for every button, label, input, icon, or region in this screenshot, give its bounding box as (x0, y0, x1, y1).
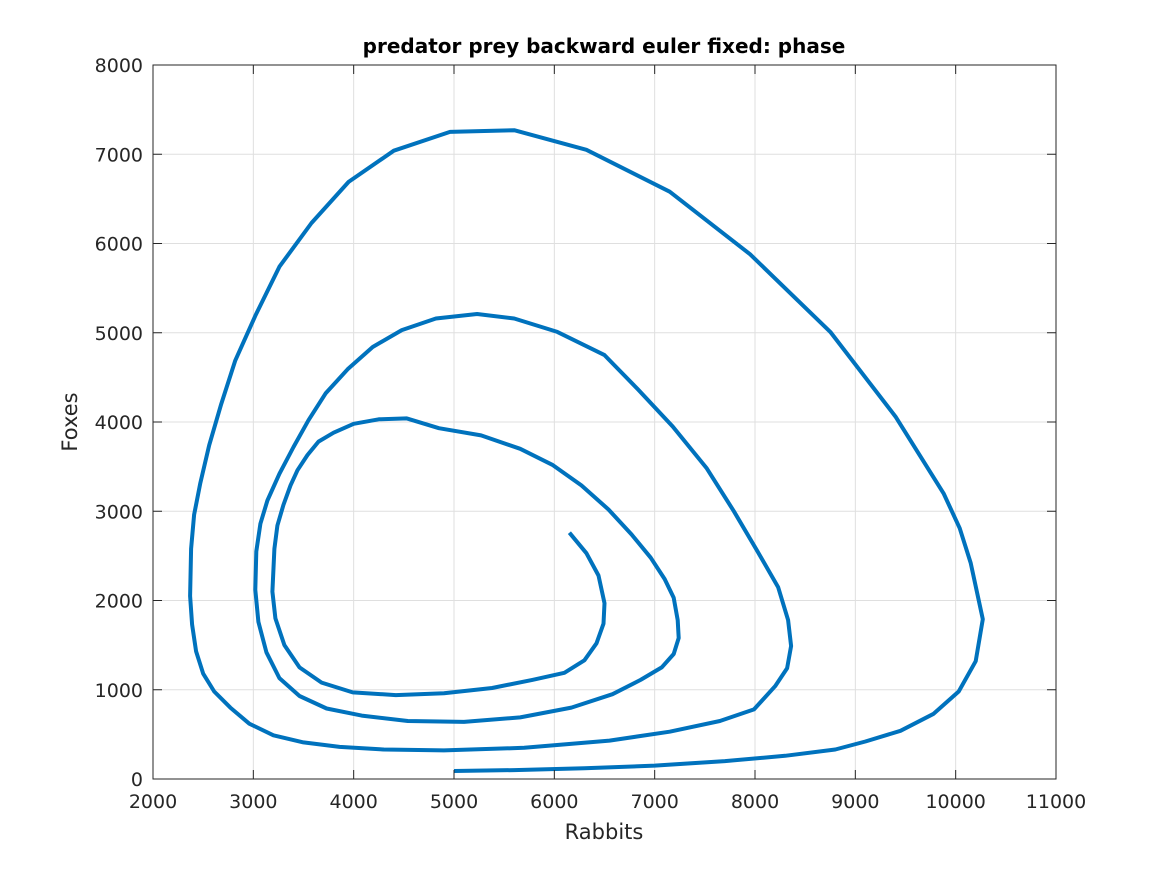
y-tick-label: 6000 (95, 234, 143, 256)
y-tick-label: 2000 (95, 591, 143, 613)
x-tick-label: 2000 (129, 791, 177, 813)
y-tick-label: 4000 (95, 412, 143, 434)
x-tick-label: 11000 (1026, 791, 1086, 813)
x-axis-title: Rabbits (565, 820, 644, 844)
series (188, 128, 985, 773)
x-tick-label: 5000 (430, 791, 478, 813)
x-tick-label: 6000 (530, 791, 578, 813)
x-tick-label: 3000 (229, 791, 277, 813)
y-tick-label: 8000 (95, 55, 143, 77)
series-line-0 (188, 128, 985, 773)
y-tick-label: 5000 (95, 323, 143, 345)
x-tick-label: 9000 (831, 791, 879, 813)
y-tick-label: 7000 (95, 144, 143, 166)
y-axis-title: Foxes (58, 392, 82, 451)
x-tick-label: 4000 (329, 791, 377, 813)
chart-title: predator prey backward euler fixed: phas… (363, 34, 846, 58)
x-tick-label: 10000 (925, 791, 985, 813)
y-tick-label: 0 (131, 769, 143, 791)
y-tick-label: 3000 (95, 501, 143, 523)
y-tick-label: 1000 (95, 680, 143, 702)
x-tick-label: 8000 (731, 791, 779, 813)
x-tick-label: 7000 (630, 791, 678, 813)
ticks: 2000 3000 4000 5000 6000 7000 8000 9000 10000 110… (95, 55, 1087, 813)
